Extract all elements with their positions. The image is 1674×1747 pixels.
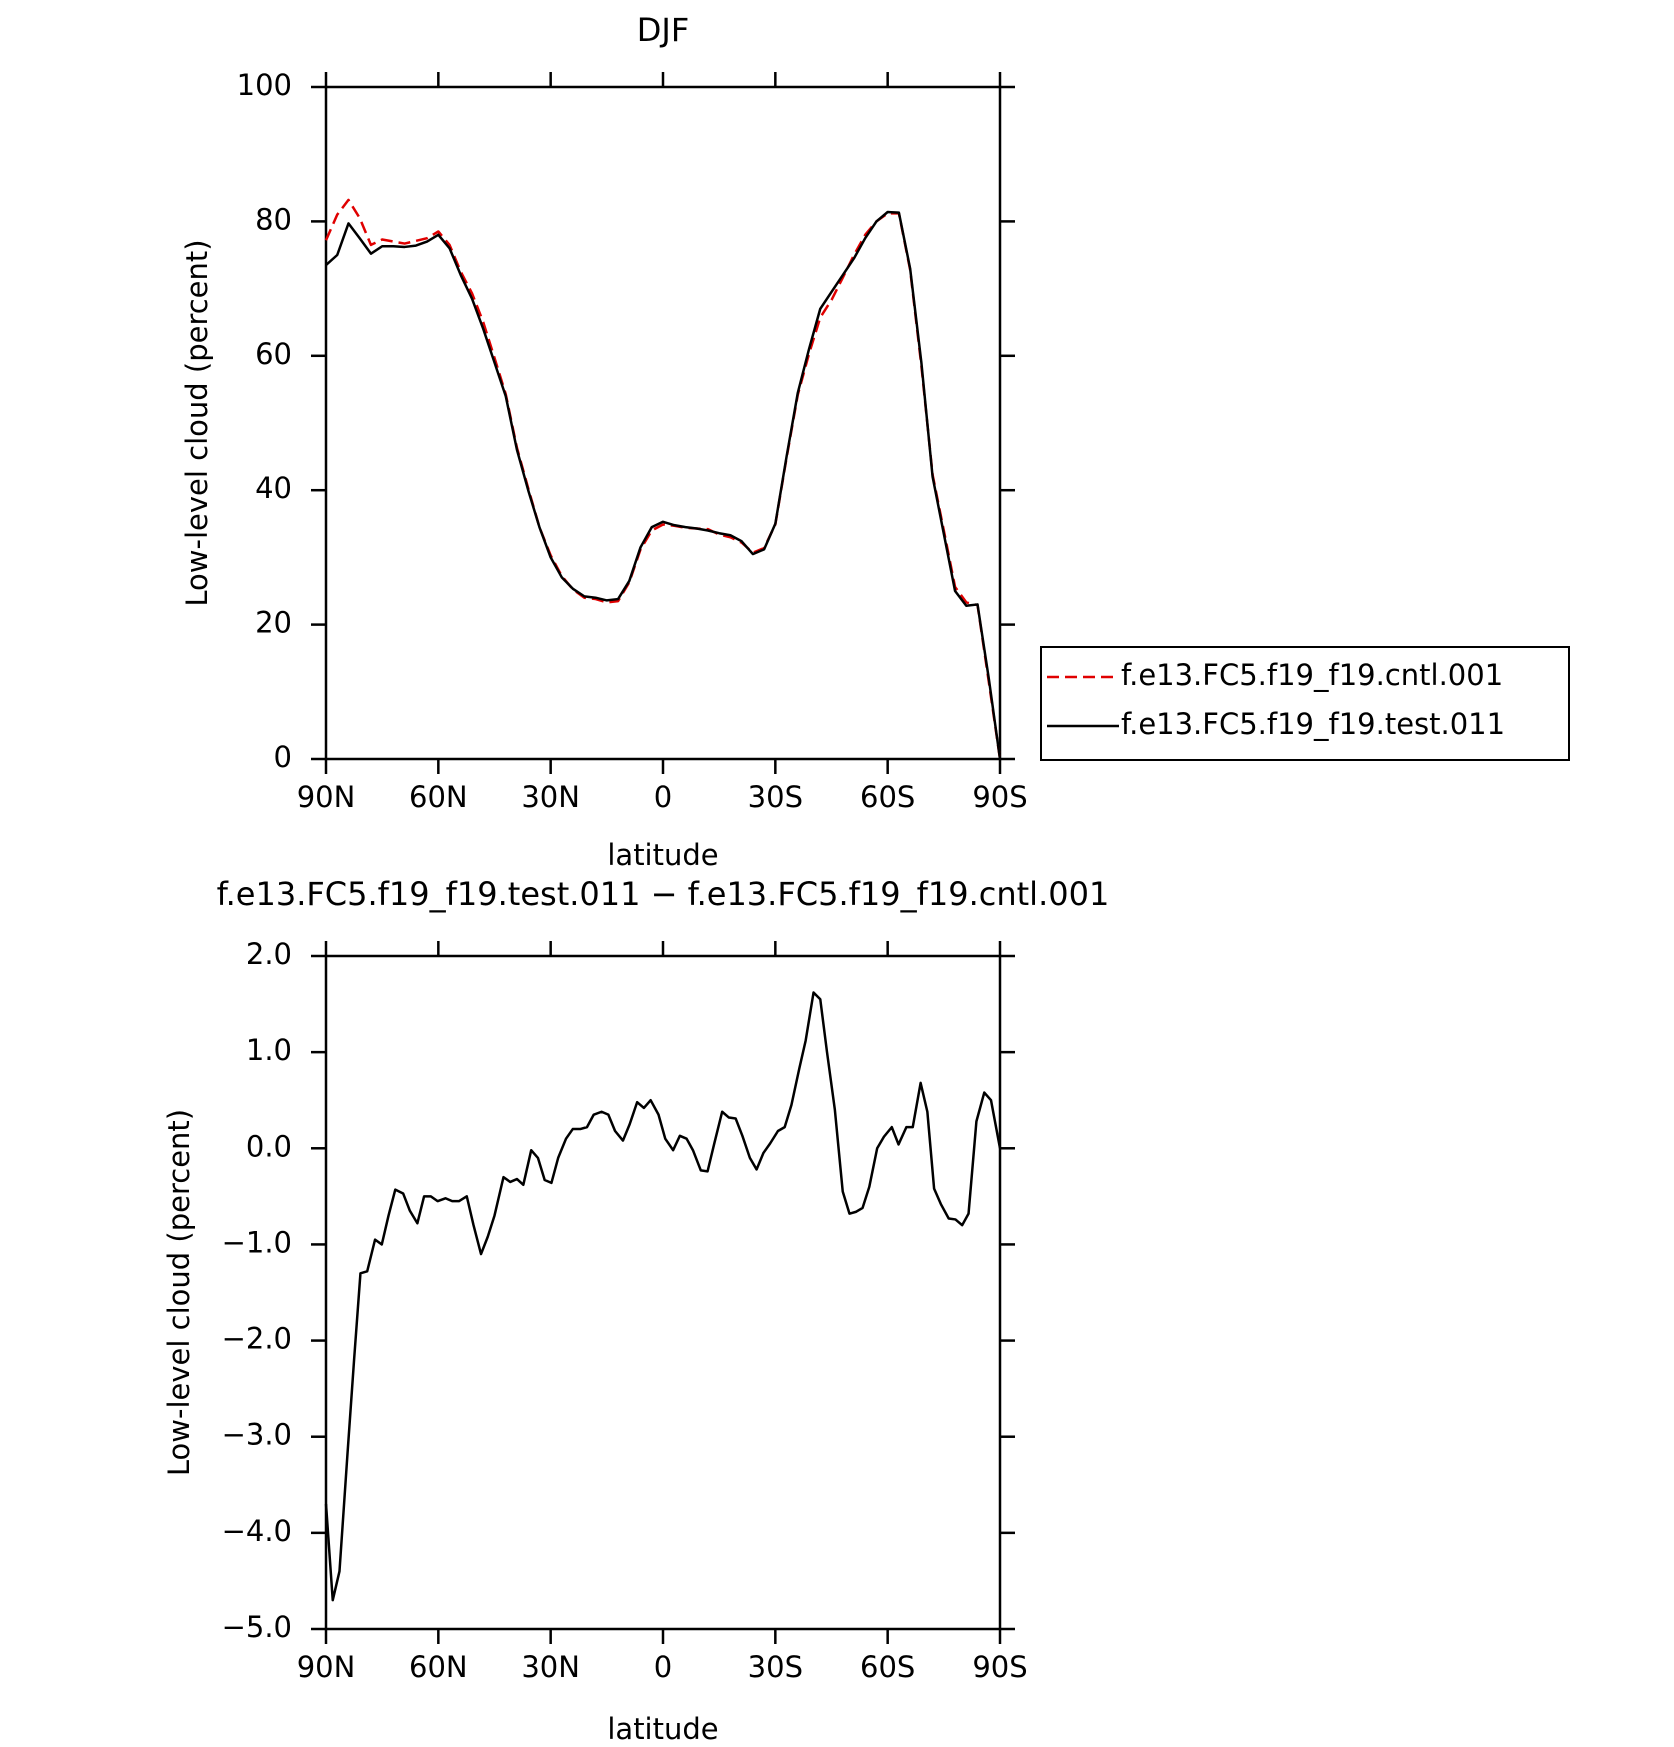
y-tick-label: 0 bbox=[274, 740, 292, 774]
y-tick-label: −1.0 bbox=[222, 1225, 292, 1259]
x-tick-label: 90S bbox=[972, 1650, 1027, 1684]
x-axis-label: latitude bbox=[607, 1712, 718, 1746]
y-tick-label: −4.0 bbox=[222, 1514, 292, 1548]
y-tick-label: 100 bbox=[237, 68, 292, 102]
y-tick-label: 2.0 bbox=[246, 937, 292, 971]
x-tick-label: 30S bbox=[748, 780, 803, 814]
y-axis-label: Low-level cloud (percent) bbox=[180, 239, 214, 606]
legend-label: f.e13.FC5.f19_f19.cntl.001 bbox=[1121, 658, 1503, 692]
y-tick-label: 80 bbox=[255, 202, 292, 236]
y-tick-label: −2.0 bbox=[222, 1322, 292, 1356]
legend-label: f.e13.FC5.f19_f19.test.011 bbox=[1121, 707, 1505, 741]
legend-box bbox=[1040, 646, 1570, 761]
x-tick-label: 30N bbox=[521, 780, 580, 814]
x-tick-label: 0 bbox=[654, 1650, 672, 1684]
data-line bbox=[324, 991, 1002, 1602]
x-tick-label: 60S bbox=[860, 1650, 915, 1684]
x-tick-label: 60S bbox=[860, 780, 915, 814]
x-axis-label: latitude bbox=[607, 838, 718, 872]
x-tick-label: 90S bbox=[972, 780, 1027, 814]
y-tick-label: 40 bbox=[255, 471, 292, 505]
plot-frame bbox=[324, 954, 1002, 1631]
data-line bbox=[325, 210, 1002, 760]
plot-frame bbox=[324, 85, 1002, 761]
y-tick-label: 60 bbox=[255, 337, 292, 371]
chart-title: f.e13.FC5.f19_f19.test.011 − f.e13.FC5.f… bbox=[217, 875, 1110, 913]
y-axis-label: Low-level cloud (percent) bbox=[162, 1109, 196, 1476]
x-tick-label: 0 bbox=[654, 780, 672, 814]
y-tick-label: 1.0 bbox=[246, 1033, 292, 1067]
x-tick-label: 60N bbox=[409, 1650, 468, 1684]
x-tick-label: 30N bbox=[521, 1650, 580, 1684]
y-tick-label: 0.0 bbox=[246, 1129, 292, 1163]
x-tick-label: 90N bbox=[297, 1650, 356, 1684]
x-tick-label: 60N bbox=[409, 780, 468, 814]
y-tick-label: −3.0 bbox=[222, 1418, 292, 1452]
x-tick-label: 30S bbox=[748, 1650, 803, 1684]
y-tick-label: 20 bbox=[255, 606, 292, 640]
data-line bbox=[324, 198, 1002, 760]
y-tick-label: −5.0 bbox=[222, 1610, 292, 1644]
x-tick-label: 90N bbox=[297, 780, 356, 814]
chart-title: DJF bbox=[637, 11, 689, 49]
